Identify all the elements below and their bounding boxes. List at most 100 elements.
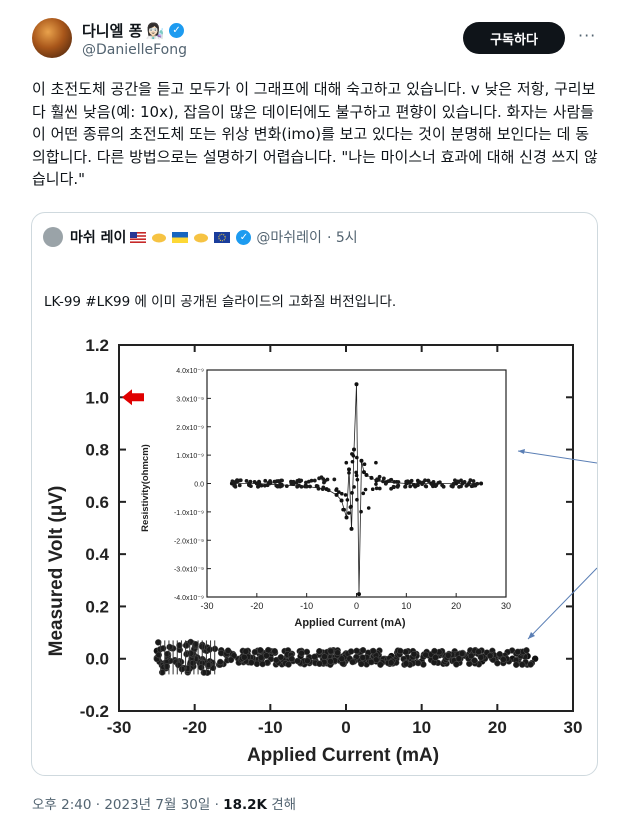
- inset-plot: -30 -20 -10 0 10 20 30 -4.0x10⁻⁹ -3.0x10⁻⁹ -2.0x1…: [163, 360, 520, 635]
- main-data-point: [263, 652, 270, 659]
- inset-data-point: [377, 474, 382, 479]
- tweet-text: 이 초전도체 공간을 듣고 모두가 이 그래프에 대해 숙고하고 있습니다. v…: [32, 80, 598, 188]
- inset-data-point: [352, 485, 356, 489]
- inset-data-point: [359, 458, 364, 463]
- inset-data-point: [237, 483, 242, 488]
- main-data-point: [431, 647, 438, 655]
- pointer-line: [527, 567, 597, 640]
- main-data-point: [241, 654, 248, 661]
- main-data-point: [347, 648, 355, 655]
- inset-data-point: [361, 491, 366, 496]
- inset-y-tick-label: -1.0x10⁻⁹: [174, 510, 204, 517]
- tweet-timestamp[interactable]: 오후 2:40 · 2023년 7월 30일 ·: [32, 797, 224, 813]
- main-x-tick-label: 30: [564, 718, 583, 737]
- view-count[interactable]: 18.2K: [223, 797, 267, 813]
- eu-flag-icon: [214, 231, 231, 243]
- inset-data-point: [326, 488, 331, 493]
- pointer-arrow-icon: [518, 449, 525, 454]
- main-x-tick-label: -20: [182, 718, 207, 737]
- quoted-text: LK-99 #LK99 에 이미 공개된 슬라이드의 고화질 버전입니다.: [44, 294, 397, 310]
- lk99-chart-image[interactable]: -30 -20 -10 0 10 20 30 -0.2 0.0 0.2 0.4 0.6 0.8 1.0 1.…: [32, 333, 597, 775]
- inset-y-axis-label: Resistivity(ohmcm): [140, 444, 151, 532]
- quoted-handle[interactable]: @마쉬레이: [256, 230, 322, 246]
- inset-data-point: [471, 483, 476, 488]
- inset-x-tick-label: -30: [200, 601, 213, 611]
- inset-data-point: [354, 473, 359, 478]
- quoted-time[interactable]: · 5시: [326, 230, 358, 246]
- main-data-point: [410, 650, 418, 658]
- main-y-tick-label: -0.2: [80, 702, 109, 721]
- inset-data-point: [471, 479, 476, 483]
- main-data-point: [359, 654, 367, 661]
- inset-data-point: [265, 483, 270, 488]
- inset-data-point: [233, 484, 238, 489]
- inset-data-point: [343, 493, 348, 497]
- main-data-point: [242, 648, 250, 655]
- inset-data-point: [344, 460, 349, 465]
- main-y-tick-label: 0.4: [85, 545, 109, 564]
- main-data-point: [285, 661, 292, 668]
- inset-data-point: [355, 477, 360, 482]
- main-data-point: [523, 647, 530, 654]
- inset-data-point: [316, 486, 321, 491]
- inset-data-point: [244, 479, 249, 483]
- inset-data-point: [395, 484, 400, 489]
- inset-data-point: [396, 480, 401, 484]
- inset-background: [163, 360, 520, 635]
- inset-data-point: [304, 480, 308, 485]
- main-data-point: [316, 647, 323, 655]
- subscribe-button[interactable]: 구독하다: [463, 22, 565, 54]
- inset-data-point: [295, 484, 300, 489]
- main-data-point: [187, 650, 194, 657]
- inset-data-point: [351, 453, 356, 458]
- main-y-tick-label: 0.8: [85, 441, 109, 460]
- main-x-tick-label: -10: [258, 718, 283, 737]
- inset-data-point: [366, 506, 371, 510]
- main-data-point: [294, 657, 301, 665]
- inset-x-tick-label: 0: [354, 601, 359, 611]
- inset-data-point: [457, 484, 461, 489]
- inset-data-point: [252, 479, 257, 484]
- main-data-point: [334, 649, 341, 656]
- main-data-point: [217, 658, 224, 666]
- author-avatar[interactable]: [32, 18, 72, 58]
- inset-data-point: [392, 480, 397, 484]
- main-data-point: [264, 646, 272, 654]
- more-options-icon[interactable]: ···: [578, 26, 597, 45]
- inset-data-point: [355, 497, 359, 502]
- inset-data-point: [403, 484, 407, 489]
- main-data-point: [316, 660, 323, 667]
- inset-data-point: [374, 482, 378, 486]
- pointer-arrow-icon: [528, 632, 535, 639]
- main-data-point: [327, 647, 335, 655]
- author-name[interactable]: 다니엘 퐁 👩🏻‍🔬 ✓: [82, 20, 185, 41]
- inset-data-point: [415, 478, 420, 483]
- inset-data-point: [437, 480, 442, 485]
- inset-data-point: [383, 481, 388, 486]
- main-data-point: [496, 650, 503, 658]
- author-handle[interactable]: @DanielleFong: [82, 42, 188, 58]
- quoted-tweet[interactable]: 마쉬 레이 ✓ @마쉬레이 · 5시 LK-99 #LK99 에 이미 공개된 …: [31, 212, 598, 776]
- main-data-point: [327, 658, 334, 665]
- inset-data-point: [332, 477, 337, 482]
- main-data-point: [477, 654, 485, 661]
- inset-data-point: [341, 507, 345, 512]
- inset-data-point: [248, 479, 253, 484]
- inset-data-point: [479, 481, 484, 486]
- inset-data-point: [263, 478, 268, 483]
- main-data-point: [277, 654, 285, 661]
- main-x-tick-label: 10: [412, 718, 431, 737]
- inset-data-point: [350, 459, 355, 464]
- main-y-tick-label: 0.0: [85, 650, 109, 669]
- inset-data-point: [431, 484, 435, 489]
- main-data-point: [359, 646, 367, 654]
- inset-data-point: [466, 482, 471, 487]
- quoted-avatar[interactable]: [43, 227, 63, 247]
- inset-data-point: [356, 592, 361, 597]
- inset-data-point: [273, 480, 277, 484]
- us-flag-icon: [130, 231, 147, 243]
- inset-data-point: [386, 479, 391, 484]
- inset-data-point: [334, 487, 339, 491]
- verified-badge-icon: ✓: [169, 23, 185, 38]
- inset-data-point: [347, 511, 351, 515]
